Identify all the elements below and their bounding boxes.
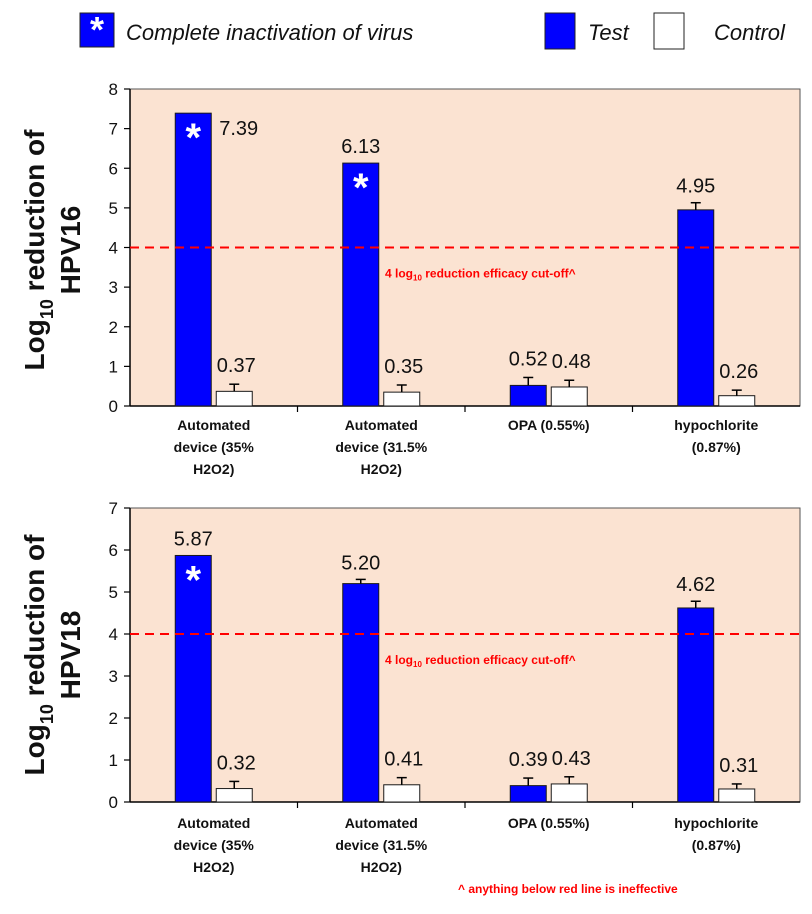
chart2-bar-control	[383, 784, 421, 803]
chart2-y-tick-label: 1	[109, 751, 118, 770]
chart1-bar-test	[677, 209, 715, 407]
chart1-category-label: H2O2)	[361, 461, 402, 477]
chart1-category-label: Automated	[177, 417, 250, 433]
chart2-data-label-control: 0.32	[217, 752, 256, 774]
chart2-data-label-test: 4.62	[676, 574, 715, 596]
chart1-bar-control	[383, 391, 421, 407]
chart2-ylabel-line2: HPV18	[55, 611, 86, 700]
chart1-data-label-control: 0.37	[217, 355, 256, 377]
chart1-data-label-test: 7.39	[219, 118, 258, 140]
chart2-data-label-test: 0.39	[509, 749, 548, 771]
chart2-asterisk-icon: *	[185, 558, 201, 602]
footnote: ^ anything below red line is ineffective	[458, 882, 678, 896]
chart2-bar-test	[174, 554, 212, 803]
chart2-y-tick-label: 4	[109, 625, 118, 644]
chart2-y-tick-label: 6	[109, 541, 118, 560]
chart1-plot: 0 1 2 3 4 5 6 7 8 * * 7.39 0.37 6.13 0.35 0.52 0.48 4.95 0…	[109, 80, 801, 477]
chart1-category-label: device (35%	[174, 439, 255, 455]
chart1-y-tick-label: 0	[109, 397, 118, 416]
chart1-category-label: Automated	[345, 417, 418, 433]
chart1-bar-control	[215, 390, 253, 407]
chart2-data-label-control: 0.41	[384, 749, 423, 771]
chart1-bar-test	[342, 162, 380, 407]
chart2-plot: 0 1 2 3 4 5 6 7 * 5.87 0.32 5.20 0.41 0.39 0.43 4.62 0.3…	[109, 499, 801, 875]
chart2-category-label: Automated	[177, 815, 250, 831]
chart1-asterisk-icon: *	[353, 166, 369, 210]
chart2-y-tick-label: 3	[109, 667, 118, 686]
chart2-category-label: OPA (0.55%)	[508, 815, 590, 831]
chart2-category-label: H2O2)	[193, 859, 234, 875]
legend-asterisk-icon: *	[90, 9, 104, 50]
chart1-ylabel-line2: HPV16	[55, 206, 86, 295]
chart1-data-label-test: 4.95	[676, 176, 715, 198]
legend-label-test: Test	[588, 20, 630, 45]
legend-label-control: Control	[714, 20, 786, 45]
chart2-bar-control	[215, 788, 253, 803]
chart2-bar-test	[509, 785, 547, 803]
chart1-y-tick-label: 6	[109, 159, 118, 178]
chart1-y-tick-label: 5	[109, 199, 118, 218]
chart1-y-tick-label: 8	[109, 80, 118, 99]
chart1-asterisk-icon: *	[185, 116, 201, 160]
chart1-category-label: H2O2)	[193, 461, 234, 477]
chart2-bar-control	[550, 783, 588, 803]
chart2-bar-test	[342, 583, 380, 803]
chart1-y-tick-label: 3	[109, 278, 118, 297]
chart1-bar-test	[174, 112, 212, 407]
chart2-category-label: H2O2)	[361, 859, 402, 875]
legend: * Complete inactivation of virus Test Co…	[79, 9, 786, 50]
chart2-data-label-control: 0.43	[552, 748, 591, 770]
chart2-y-tick-label: 2	[109, 709, 118, 728]
chart2-y-tick-label: 7	[109, 499, 118, 518]
legend-test-swatch	[544, 12, 576, 50]
chart1-data-label-test: 0.52	[509, 348, 548, 370]
chart2-category-label: device (35%	[174, 837, 255, 853]
chart2-ylabel-line1: Log10 reduction of	[19, 534, 57, 776]
chart1-data-label-test: 6.13	[341, 136, 380, 158]
chart2-category-label: (0.87%)	[692, 837, 741, 853]
chart2-cutoff-label: 4 log10 reduction efficacy cut-off^	[385, 653, 576, 669]
chart1-data-label-control: 0.35	[384, 356, 423, 378]
chart1-y-tick-label: 4	[109, 239, 118, 258]
chart1-ylabel-line1: Log10 reduction of	[19, 129, 57, 371]
chart2-data-label-test: 5.20	[341, 552, 380, 574]
legend-label-complete: Complete inactivation of virus	[126, 20, 413, 45]
chart1-bar-test	[509, 384, 547, 407]
legend-control-swatch	[653, 12, 685, 50]
legend-asterisk-swatch	[79, 12, 115, 48]
chart1-bar-control	[718, 395, 756, 407]
chart2-bar-test	[677, 607, 715, 803]
chart1-cutoff-label: 4 log10 reduction efficacy cut-off^	[385, 267, 576, 283]
chart1-category-label: hypochlorite	[674, 417, 758, 433]
chart2-category-label: hypochlorite	[674, 815, 758, 831]
chart2-data-label-test: 5.87	[174, 528, 213, 550]
chart2-data-label-control: 0.31	[719, 755, 758, 777]
chart1-y-tick-label: 2	[109, 318, 118, 337]
chart1-category-label: device (31.5%	[335, 439, 427, 455]
chart2-y-tick-label: 5	[109, 583, 118, 602]
chart1-category-label: (0.87%)	[692, 439, 741, 455]
chart1-data-label-control: 0.26	[719, 361, 758, 383]
chart1-bar-control	[550, 386, 588, 407]
chart2-category-label: Automated	[345, 815, 418, 831]
chart1-category-label: OPA (0.55%)	[508, 417, 590, 433]
chart1-y-tick-label: 1	[109, 357, 118, 376]
chart1-y-tick-label: 7	[109, 120, 118, 139]
chart2-bar-control	[718, 788, 756, 803]
chart2-y-tick-label: 0	[109, 793, 118, 812]
chart1-data-label-control: 0.48	[552, 351, 591, 373]
chart2-category-label: device (31.5%	[335, 837, 427, 853]
